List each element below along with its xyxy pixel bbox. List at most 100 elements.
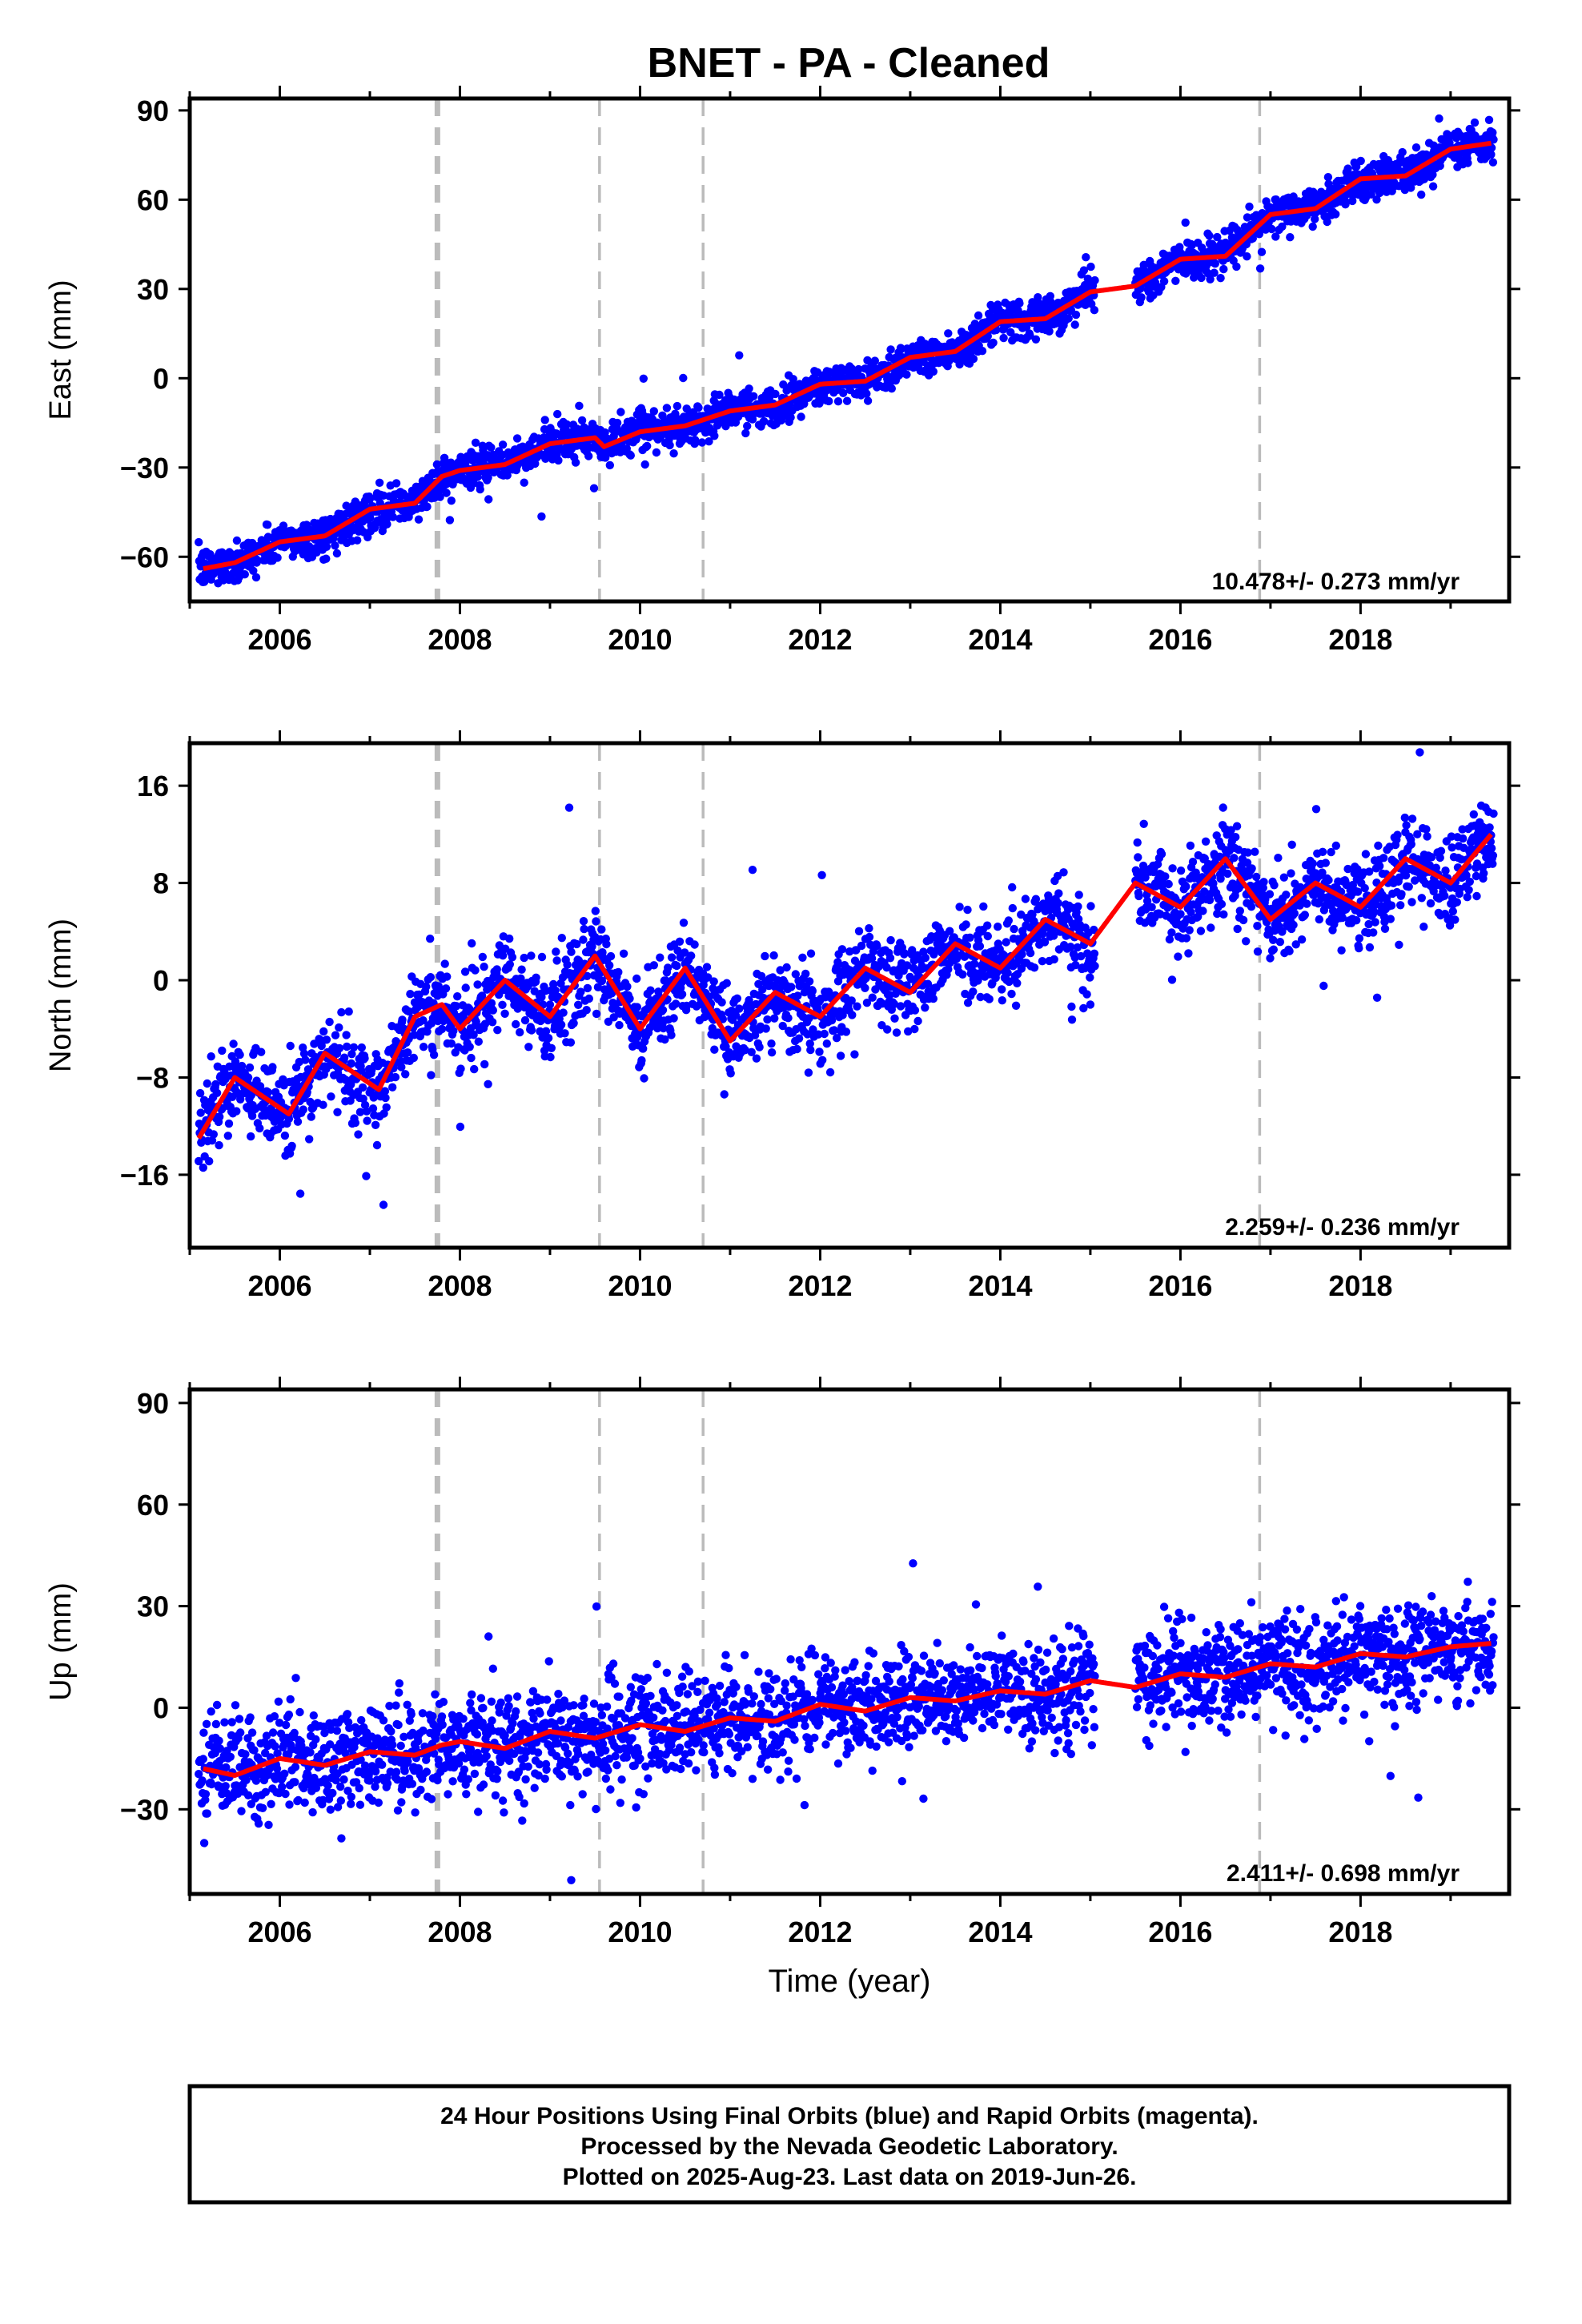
data-point <box>322 554 331 563</box>
data-point <box>979 902 988 911</box>
data-point <box>946 927 954 935</box>
data-point <box>1186 841 1195 850</box>
data-point <box>358 1083 367 1092</box>
y-tick-label: 30 <box>137 273 169 306</box>
data-point <box>355 1108 365 1116</box>
y-tick-label: 90 <box>137 94 169 127</box>
data-point <box>767 1039 776 1048</box>
y-tick-label: −60 <box>120 541 169 573</box>
data-point <box>566 1038 576 1047</box>
data-point <box>1331 841 1341 850</box>
data-point <box>1393 830 1402 839</box>
data-point <box>205 1156 214 1166</box>
data-point <box>597 976 607 986</box>
data-point <box>1219 803 1227 812</box>
data-point <box>1257 247 1267 256</box>
data-point <box>498 1000 507 1010</box>
data-point <box>976 992 985 1002</box>
data-point <box>480 1019 490 1028</box>
data-point <box>423 1027 432 1036</box>
data-point <box>492 965 501 974</box>
data-point <box>747 1047 756 1057</box>
data-point <box>1395 940 1403 950</box>
data-point <box>1090 306 1099 315</box>
data-point <box>1331 210 1340 219</box>
data-point <box>757 971 766 981</box>
data-point <box>854 364 863 374</box>
data-point <box>822 1039 832 1048</box>
data-point <box>870 356 880 365</box>
data-point <box>456 1064 465 1073</box>
data-point <box>391 479 401 488</box>
data-point <box>1064 314 1073 323</box>
data-point <box>467 1053 476 1063</box>
data-point <box>720 1090 729 1099</box>
data-point <box>557 934 566 943</box>
data-point <box>692 437 701 447</box>
data-point <box>793 1044 801 1054</box>
data-point <box>1371 918 1379 927</box>
data-point <box>999 333 1008 343</box>
data-point <box>335 1043 344 1053</box>
data-point <box>862 999 872 1007</box>
data-point <box>559 1008 568 1017</box>
data-point <box>632 1003 641 1011</box>
data-point <box>1090 275 1099 285</box>
data-point <box>442 489 451 497</box>
data-point <box>1275 938 1285 947</box>
data-point <box>547 1043 556 1053</box>
data-point <box>602 939 611 949</box>
data-point <box>333 1108 342 1117</box>
data-point <box>1176 910 1185 919</box>
data-point <box>488 1006 497 1015</box>
data-point <box>508 953 517 962</box>
data-point <box>1134 853 1142 862</box>
data-point <box>1337 946 1346 955</box>
data-point <box>690 940 699 949</box>
data-point <box>1387 901 1396 910</box>
data-point <box>551 986 560 995</box>
data-point <box>1210 268 1219 277</box>
data-point <box>1074 902 1082 911</box>
data-point <box>838 1011 847 1019</box>
data-point <box>743 421 752 431</box>
data-point <box>1077 951 1086 961</box>
data-point <box>498 951 508 960</box>
data-point <box>1303 899 1311 908</box>
data-point <box>1401 871 1411 880</box>
data-point <box>673 946 682 955</box>
data-point <box>978 347 987 356</box>
data-point <box>414 515 424 524</box>
data-point <box>319 1027 328 1036</box>
data-point <box>1488 158 1498 167</box>
data-point <box>218 1046 227 1055</box>
data-point <box>1201 837 1211 846</box>
data-point <box>1031 335 1041 344</box>
data-point <box>718 1015 727 1023</box>
data-point <box>767 1048 777 1057</box>
data-point <box>862 389 871 398</box>
data-point <box>969 987 978 996</box>
data-point <box>615 1020 624 1030</box>
data-point <box>453 992 462 1001</box>
data-point <box>1251 847 1259 856</box>
data-point <box>709 977 718 986</box>
data-point <box>517 965 526 974</box>
data-point <box>687 951 696 960</box>
data-point <box>235 1050 244 1059</box>
data-point <box>1223 869 1232 879</box>
data-point <box>322 542 331 551</box>
data-point <box>552 956 561 965</box>
data-point <box>406 990 415 999</box>
data-point <box>1318 847 1327 857</box>
data-point <box>761 951 769 961</box>
data-point <box>1139 819 1148 828</box>
data-point <box>540 416 549 424</box>
data-point <box>887 384 897 393</box>
data-point <box>784 1014 793 1023</box>
data-point <box>850 1050 859 1059</box>
data-point <box>885 954 895 963</box>
data-point <box>801 969 810 979</box>
data-point <box>592 1009 601 1019</box>
data-point <box>1157 850 1166 858</box>
